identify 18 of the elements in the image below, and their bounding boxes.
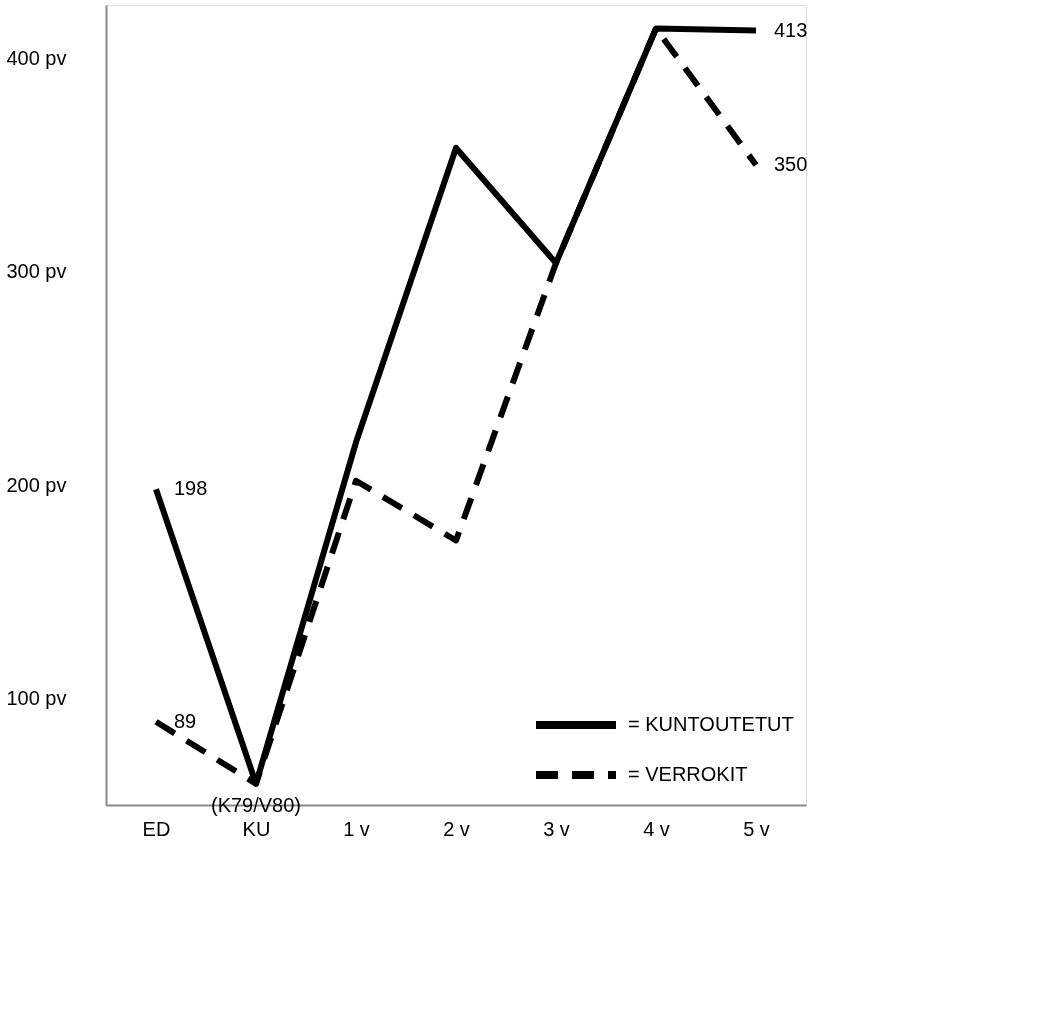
data-label: 350: [774, 153, 808, 175]
x-tick-label: 2 v: [443, 817, 470, 840]
annotation: (K79/V80): [210, 793, 302, 816]
data-label: 198: [174, 477, 208, 500]
x-tick-label: 3 v: [543, 817, 570, 840]
x-tick-label: ED: [142, 817, 171, 840]
legend-label: = VERROKIT: [628, 763, 748, 785]
y-tick-label: 100 pv: [6, 686, 67, 709]
y-tick-label: 200 pv: [6, 473, 67, 496]
data-label: 413: [774, 18, 808, 41]
x-tick-label: 5 v: [743, 817, 770, 840]
x-tick-label: KU: [242, 817, 271, 840]
data-label: 89: [174, 709, 197, 732]
y-tick-label: 400 pv: [6, 46, 67, 69]
x-tick-label: 1 v: [343, 817, 370, 840]
legend-label: = KUNTOUTETUT: [628, 713, 794, 735]
x-tick-label: 4 v: [643, 817, 670, 840]
y-tick-label: 300 pv: [6, 260, 67, 283]
